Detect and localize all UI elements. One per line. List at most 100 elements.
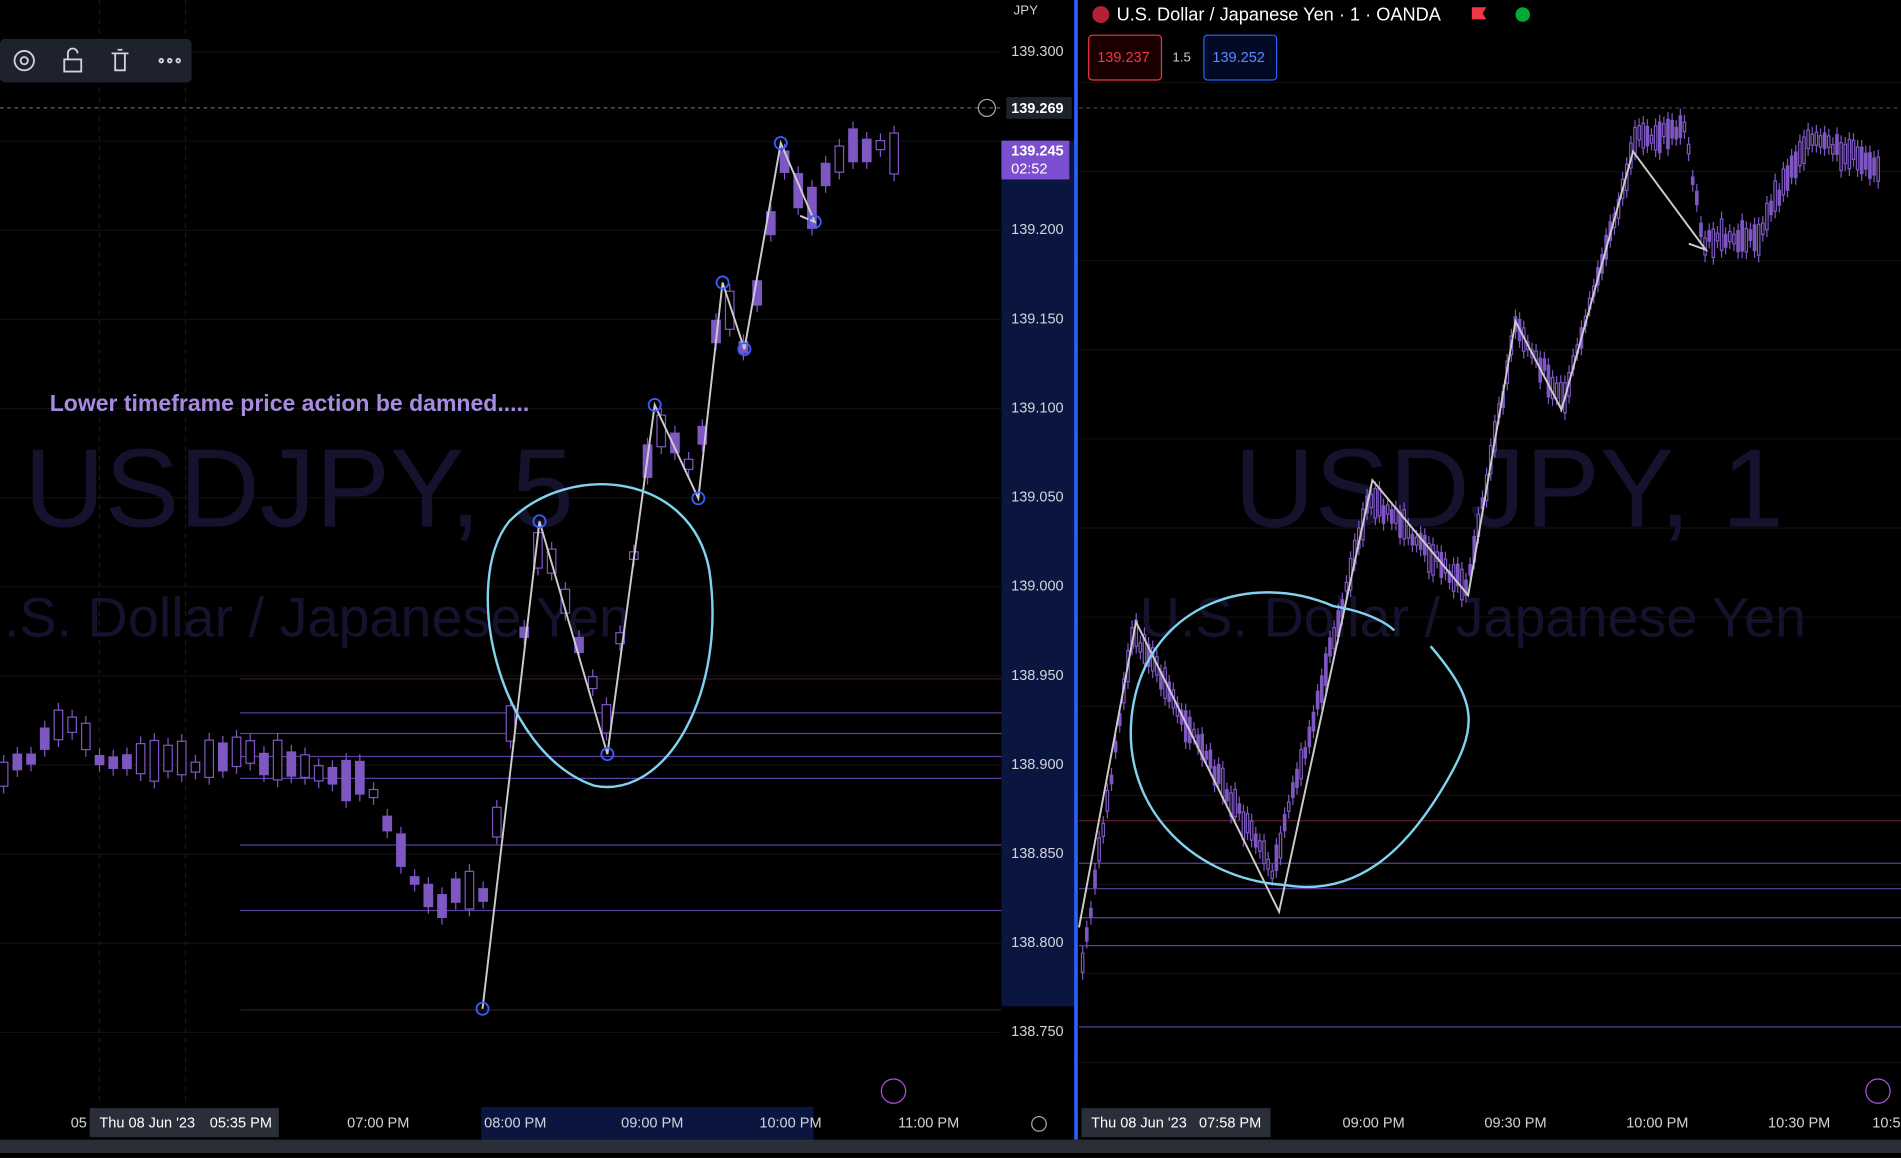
hand-circle	[486, 483, 714, 789]
candle-body	[327, 766, 338, 785]
candle-body	[1089, 907, 1093, 919]
candle-body	[245, 740, 256, 764]
price-tick-label: 138.750	[1011, 1024, 1064, 1040]
time-tick-label: 05	[71, 1116, 87, 1132]
candle-body	[1645, 125, 1650, 147]
candle-body	[272, 739, 283, 781]
countdown: 02:52	[1011, 162, 1047, 178]
candle-body	[313, 765, 324, 782]
candle-body	[1723, 233, 1728, 248]
candle-body	[26, 753, 36, 765]
currency: JPY	[1014, 2, 1039, 17]
candle-body	[368, 788, 379, 799]
time-tick-label: 11:00 PM	[898, 1116, 959, 1132]
candle-body	[464, 870, 475, 910]
candle-body	[1097, 837, 1101, 862]
candle-body	[724, 290, 735, 330]
candle-body	[1662, 123, 1666, 138]
candle-body	[1847, 138, 1852, 170]
buy-button[interactable]	[1203, 34, 1278, 81]
candle-body	[1711, 228, 1716, 259]
candle-body	[889, 132, 899, 175]
alert-button[interactable]	[880, 1078, 907, 1104]
candle-body	[1373, 488, 1378, 519]
candle-body	[1249, 820, 1254, 841]
candle-body	[1657, 121, 1662, 154]
time-ticks: 05 07:00 PM 08:00 PM 09:00 PM 10:00 PM 11:00 …	[71, 1116, 1901, 1132]
candle-body	[1666, 118, 1670, 150]
candle-body	[108, 756, 119, 769]
candle-body	[1225, 789, 1229, 802]
candle-body	[1241, 811, 1246, 840]
candle-body	[1282, 814, 1287, 832]
settings-button[interactable]	[1031, 1116, 1047, 1132]
price-axis-highlight	[1001, 140, 1075, 1007]
buy-price: 139.252	[1212, 50, 1265, 66]
date-label: Thu 08 Jun '23	[1091, 1116, 1187, 1132]
candle-body	[1831, 143, 1835, 155]
candle-body	[1324, 653, 1328, 686]
candle-body	[1295, 768, 1299, 788]
watermark-symbol: USDJPY, 5	[24, 426, 574, 551]
toolbar-icons[interactable]	[13, 47, 181, 73]
candle-body	[670, 432, 680, 454]
candle-body	[1558, 381, 1563, 406]
candle-body	[1113, 740, 1118, 753]
flag	[1092, 6, 1110, 24]
candle-body	[1455, 563, 1460, 587]
candle-body	[1719, 218, 1724, 251]
candle-body	[1637, 125, 1641, 141]
candle-body	[67, 716, 77, 733]
toolbar	[0, 38, 192, 83]
time-tick-label: 10:30 PM	[1768, 1116, 1830, 1132]
panel-separator	[1074, 0, 1078, 1140]
candle-body	[1262, 840, 1266, 865]
flag-icon	[1471, 7, 1487, 20]
candle-body	[1769, 200, 1773, 216]
pivots	[475, 136, 822, 1016]
alert-button[interactable]	[1865, 1078, 1891, 1104]
candle-body	[1789, 155, 1794, 178]
time-range	[481, 1106, 814, 1140]
candle-body	[204, 739, 214, 779]
candle-body	[1732, 233, 1736, 245]
candle-body	[1727, 230, 1732, 243]
candle-body	[1377, 487, 1382, 517]
candle-body	[1715, 232, 1720, 242]
candle-body	[1814, 131, 1819, 146]
candle-body	[409, 876, 420, 885]
symbol-title[interactable]: U.S. Dollar / Japanese Yen · 1 · OANDA	[1117, 5, 1442, 25]
candle-body	[1328, 637, 1332, 657]
candle-body	[259, 752, 269, 776]
candle-body	[1678, 115, 1683, 139]
candle-body	[656, 414, 667, 448]
time-tick-label: 09:30 PM	[1484, 1116, 1546, 1132]
candle-body	[1200, 733, 1205, 761]
sell-button[interactable]	[1088, 34, 1163, 81]
price-tick-label: 138.850	[1011, 846, 1064, 862]
price-tick-label: 139.150	[1011, 311, 1064, 327]
candle-body	[1653, 125, 1658, 151]
candle-body	[1431, 544, 1435, 576]
candle-body	[1414, 536, 1419, 546]
candle-body	[0, 761, 9, 787]
candle-body	[1839, 142, 1843, 171]
candle-body	[1756, 223, 1761, 256]
candle-body	[1398, 511, 1402, 538]
status-dot	[1515, 7, 1531, 22]
candle-body	[300, 754, 310, 778]
candle-body	[1793, 151, 1798, 179]
time-tick-label: 10:00 PM	[1626, 1116, 1688, 1132]
circles	[486, 483, 1470, 888]
candle-body	[1670, 119, 1674, 139]
drawings	[481, 139, 1709, 1009]
candle-body	[231, 736, 242, 768]
time-tick-label: 10:5	[1872, 1116, 1900, 1132]
candle-body	[1307, 726, 1312, 748]
add-button[interactable]	[977, 98, 996, 118]
candle-body	[1674, 126, 1679, 140]
candle-body	[1084, 927, 1089, 942]
candle-body	[820, 162, 831, 187]
candle-body	[1707, 230, 1712, 242]
candle-body	[341, 759, 351, 802]
